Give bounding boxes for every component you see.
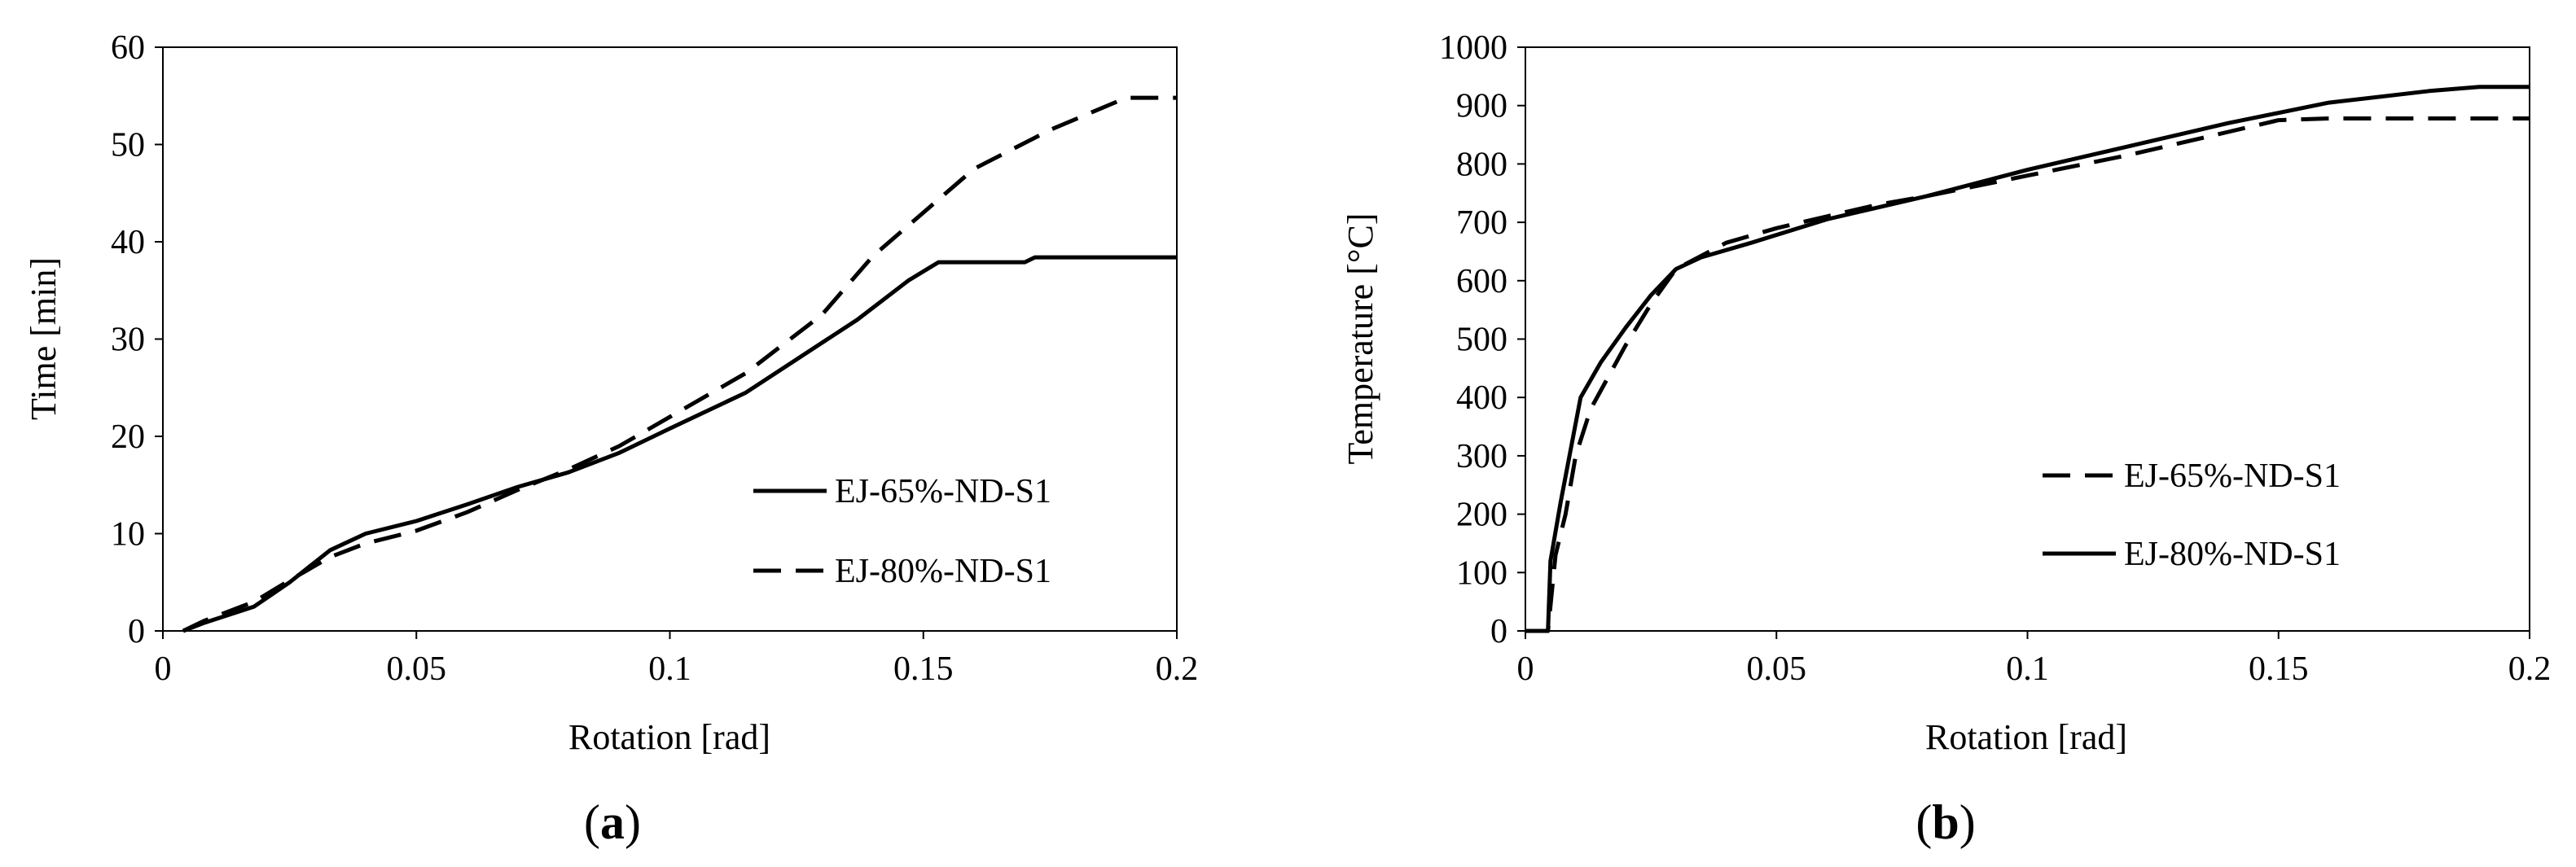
panel-a-series (182, 95, 1177, 633)
panel-a-series-1-line (182, 255, 1177, 633)
panel-a-y-tick-label: 50 (111, 127, 145, 164)
panel-b-x-tick-label: 0.2 (2508, 650, 2552, 688)
panel-a-legend-label-1: EJ-65%-ND-S1 (835, 473, 1051, 510)
panel-a-chart: 0 0.05 0.1 0.15 0.2 0 10 20 30 40 50 60 Rotation [… (24, 29, 1198, 849)
panel-b-y-tick-label: 600 (1456, 263, 1507, 300)
panel-b-label-close: ) (1959, 795, 1976, 849)
panel-a-y-axis-title: Time [min] (24, 257, 64, 420)
panel-b-x-tick-label: 0.15 (2249, 650, 2309, 688)
panel-a-x-tick-label: 0.2 (1156, 650, 1199, 688)
panel-b-series-2-line (1525, 85, 2530, 633)
panel-b-x-tick-label: 0 (1517, 650, 1534, 688)
panel-a-x-axis-title: Rotation [rad] (568, 717, 770, 757)
panel-b-x-ticks: 0 0.05 0.1 0.15 0.2 (1517, 631, 2552, 688)
panel-a-series-2-line (182, 95, 1177, 633)
panel-b-y-tick-label: 100 (1456, 554, 1507, 592)
panel-b-label: (b) (1916, 795, 1975, 849)
panel-a-y-tick-label: 10 (111, 516, 145, 554)
panel-a-x-tick-label: 0.1 (648, 650, 691, 688)
panel-a-x-ticks: 0 0.05 0.1 0.15 0.2 (155, 631, 1199, 688)
panel-b-y-tick-label: 900 (1456, 88, 1507, 125)
panel-a-y-tick-label: 40 (111, 224, 145, 261)
panel-b-y-tick-label: 200 (1456, 497, 1507, 534)
panel-a-plot-area (162, 46, 1178, 632)
panel-b-x-tick-label: 0.05 (1747, 650, 1807, 688)
panel-b-y-tick-label: 1000 (1439, 29, 1507, 67)
panel-a-label: (a) (584, 795, 641, 849)
panel-b-y-tick-label: 700 (1456, 204, 1507, 242)
panel-b-y-tick-label: 0 (1490, 613, 1507, 650)
panel-a-y-tick-label: 20 (111, 418, 145, 456)
panel-a-y-tick-label: 60 (111, 29, 145, 67)
panel-b-legend-label-2: EJ-80%-ND-S1 (2124, 536, 2341, 573)
panel-b-x-axis-title: Rotation [rad] (1925, 717, 2127, 757)
panel-a-label-open: ( (584, 795, 600, 849)
panel-a-legend: EJ-65%-ND-S1 EJ-80%-ND-S1 (753, 473, 1051, 590)
panel-b-y-ticks: 0 100 200 300 400 500 600 700 800 900 1000 (1439, 29, 1525, 650)
panel-b-plot-area (1525, 46, 2530, 632)
panel-b-y-tick-label: 500 (1456, 322, 1507, 359)
panel-a-label-close: ) (625, 795, 641, 849)
panel-a-y-tick-label: 30 (111, 322, 145, 359)
panel-b-series-1-line (1525, 116, 2530, 633)
panel-a-x-tick-label: 0 (155, 650, 172, 688)
panel-b-label-letter: b (1932, 795, 1959, 849)
panel-b-y-tick-label: 400 (1456, 379, 1507, 417)
panel-b-chart: 0 0.05 0.1 0.15 0.2 0 100 200 300 400 500 600 700 80… (1341, 29, 2551, 849)
panel-a-y-tick-label: 0 (128, 613, 145, 650)
panel-b-legend-label-1: EJ-65%-ND-S1 (2124, 458, 2341, 495)
panel-a-x-tick-label: 0.05 (387, 650, 447, 688)
panel-a-x-tick-label: 0.15 (893, 650, 954, 688)
panel-b-series (1525, 85, 2530, 633)
panel-b-label-open: ( (1916, 795, 1932, 849)
panel-a-label-letter: a (600, 795, 625, 849)
panel-b-x-tick-label: 0.1 (2006, 650, 2049, 688)
panel-b-y-tick-label: 300 (1456, 438, 1507, 475)
panel-b-y-tick-label: 800 (1456, 146, 1507, 183)
panel-a-y-ticks: 0 10 20 30 40 50 60 (111, 29, 163, 650)
panel-b-y-axis-title: Temperature [°C] (1341, 213, 1380, 465)
panel-b-legend: EJ-65%-ND-S1 EJ-80%-ND-S1 (2043, 458, 2341, 573)
panel-a-legend-label-2: EJ-80%-ND-S1 (835, 553, 1051, 590)
